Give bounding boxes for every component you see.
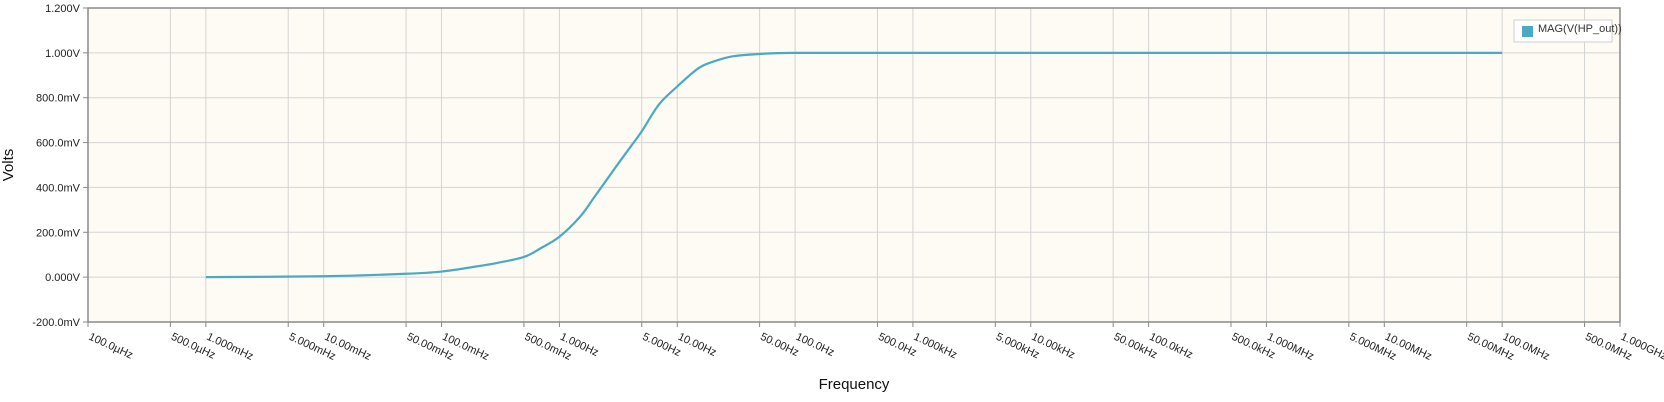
y-axis-tick-labels: 1.200V 1.000V 800.0mV 600.0mV 400.0mV 200.0mV… [32,3,80,329]
y-tick-label: 1.000V [45,48,81,60]
plot-area-background [88,8,1620,322]
y-tick-label: 400.0mV [36,182,81,194]
x-tick-label: 1.000kHz [912,331,959,362]
x-tick-label: 5.000Hz [640,331,682,359]
legend-label: MAG(V(HP_out)) [1538,23,1622,35]
y-tick-label: 200.0mV [36,227,81,239]
legend-box [1513,19,1613,43]
x-axis-title: Frequency [819,376,890,393]
plot-area-border [87,7,1621,323]
legend: MAG(V(HP_out)) [1513,19,1622,43]
y-axis-title: Volts [0,149,17,182]
x-tick-label: 100.0Hz [794,331,836,359]
y-tick-label: 600.0mV [36,138,81,150]
series-line-0 [205,51,1503,279]
y-tick-label: 0.000V [45,272,81,284]
x-tick-label: 10.00Hz [676,331,718,359]
x-tick-label: 500.0Hz [876,331,918,359]
y-tick-label: 1.200V [45,3,81,15]
grid-lines [83,7,1621,327]
legend-swatch [1522,26,1533,37]
x-tick-label: 50.00Hz [758,331,800,359]
series-lines [205,51,1503,279]
x-tick-label: 100.0µHz [87,331,135,362]
y-tick-label: 800.0mV [36,93,81,105]
y-tick-label: -200.0mV [32,317,80,329]
